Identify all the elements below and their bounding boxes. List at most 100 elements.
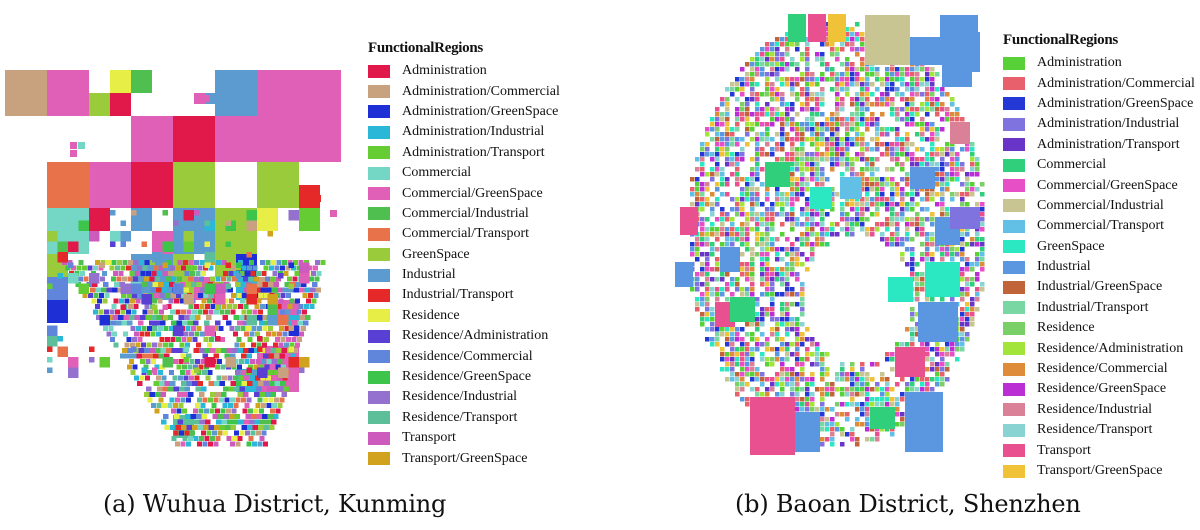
region-cell	[920, 77, 925, 82]
region-cell	[815, 102, 820, 107]
region-cell	[780, 267, 785, 272]
region-cell	[765, 277, 770, 282]
region-cell	[828, 14, 846, 42]
region-cell	[935, 247, 940, 252]
region-cell	[720, 292, 725, 297]
region-cell	[860, 217, 865, 222]
region-cell	[177, 419, 183, 425]
region-cell	[810, 92, 815, 97]
region-cell	[815, 112, 820, 117]
region-cell	[131, 210, 137, 216]
region-cell	[189, 315, 195, 321]
region-cell	[203, 408, 210, 414]
region-cell	[965, 232, 970, 237]
region-cell	[790, 142, 795, 147]
region-cell	[840, 42, 845, 47]
region-cell	[830, 197, 835, 202]
region-cell	[785, 62, 790, 67]
region-cell	[960, 232, 965, 237]
region-cell	[880, 127, 885, 132]
region-cell	[835, 132, 840, 137]
region-cell	[840, 47, 845, 52]
region-cell	[158, 397, 164, 403]
region-cell	[161, 403, 168, 409]
region-cell	[725, 342, 730, 347]
region-cell	[850, 372, 855, 377]
region-cell	[800, 192, 805, 197]
region-cell	[810, 97, 815, 102]
region-cell	[890, 147, 895, 152]
region-cell	[800, 137, 805, 142]
region-cell	[735, 142, 740, 147]
region-cell	[850, 47, 855, 52]
region-cell	[855, 97, 860, 102]
region-cell	[830, 127, 835, 132]
region-cell	[735, 337, 740, 342]
region-cell	[885, 207, 890, 212]
region-cell	[840, 107, 845, 112]
region-cell	[770, 52, 775, 57]
legend-item: Residence/Transport	[1003, 420, 1195, 440]
region-cell	[745, 242, 750, 247]
region-cell	[830, 392, 835, 397]
region-cell	[695, 202, 700, 207]
region-cell	[870, 182, 875, 187]
region-cell	[825, 227, 830, 232]
region-cell	[795, 92, 800, 97]
region-cell	[176, 276, 182, 282]
region-cell	[740, 337, 745, 342]
region-cell	[201, 414, 207, 420]
region-cell	[915, 282, 920, 287]
legend-label: Industrial/Transport	[1037, 299, 1149, 315]
region-cell	[260, 287, 266, 293]
region-cell	[244, 403, 250, 409]
region-cell	[930, 367, 935, 372]
legend-swatch	[1003, 260, 1025, 274]
region-cell	[935, 367, 940, 372]
region-cell	[755, 197, 760, 202]
region-cell	[715, 232, 720, 237]
region-cell	[103, 326, 109, 332]
region-cell	[935, 377, 940, 382]
region-cell	[215, 304, 221, 310]
region-cell	[800, 77, 805, 82]
region-cell	[790, 367, 795, 372]
region-cell	[271, 419, 277, 425]
region-cell	[830, 442, 835, 447]
region-cell	[266, 359, 272, 365]
legend-swatch	[1003, 464, 1025, 478]
region-cell	[745, 382, 750, 387]
region-cell	[805, 117, 810, 122]
region-cell	[925, 192, 930, 197]
region-cell	[735, 207, 740, 212]
region-cell	[705, 302, 710, 307]
region-cell	[765, 307, 770, 312]
region-cell	[193, 276, 199, 282]
region-cell	[820, 407, 825, 412]
region-cell	[805, 182, 810, 187]
region-cell	[880, 77, 885, 82]
region-cell	[795, 97, 800, 102]
region-cell	[785, 352, 790, 357]
region-cell	[715, 112, 720, 117]
region-cell	[865, 422, 870, 427]
region-cell	[247, 364, 254, 370]
region-cell	[705, 237, 710, 242]
region-cell	[915, 187, 920, 192]
region-cell	[293, 287, 299, 293]
region-cell	[895, 137, 900, 142]
region-cell	[755, 117, 760, 122]
region-cell	[840, 157, 845, 162]
region-cell	[780, 342, 785, 347]
region-cell	[750, 127, 755, 132]
region-cell	[226, 304, 233, 310]
region-cell	[130, 370, 136, 376]
region-cell	[940, 297, 945, 302]
region-cell	[755, 202, 760, 207]
region-cell	[940, 252, 945, 257]
region-cell	[705, 172, 710, 177]
region-cell	[725, 177, 730, 182]
region-cell	[140, 271, 146, 277]
region-cell	[224, 353, 230, 359]
region-cell	[970, 267, 975, 272]
